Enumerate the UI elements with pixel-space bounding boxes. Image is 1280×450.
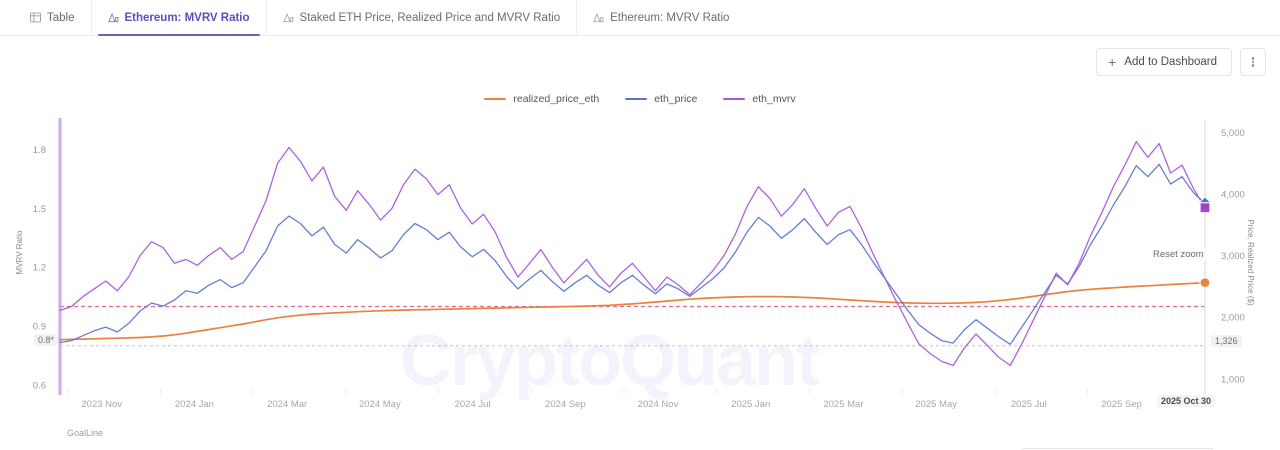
x-axis-tick-label: 2024 Jan xyxy=(175,399,214,410)
y-axis-title: MVRV Ratio xyxy=(15,230,24,274)
table-icon xyxy=(30,12,41,23)
plus-icon: + xyxy=(1108,54,1117,70)
y-axis-highlight-tick: 0.8* xyxy=(34,334,59,346)
tab-ethereum-mvrv-ratio-1[interactable]: Ethereum: MVRV Ratio xyxy=(92,0,267,36)
x-axis-highlight-tick: 2025 Oct 30 xyxy=(1157,395,1216,407)
action-bar: + Add to Dashboard xyxy=(0,36,1280,88)
tab-label: Ethereum: MVRV Ratio xyxy=(610,11,730,24)
x-axis-tick-label: 2025 Jan xyxy=(731,399,770,410)
chart-icon xyxy=(282,12,294,23)
y-axis-tick-label: 0.9 xyxy=(33,322,46,333)
legend-item-eth-price[interactable]: eth_price xyxy=(625,93,697,105)
y2-axis-tick-label: 4,000 xyxy=(1221,189,1245,200)
chart-icon xyxy=(107,12,119,23)
more-options-button[interactable] xyxy=(1240,48,1266,76)
x-axis-tick-label: 2025 Mar xyxy=(823,399,863,410)
chart-legend: realized_price_eth eth_price eth_mvrv xyxy=(0,88,1280,110)
chart-area[interactable]: CryptoQuant 0.6 0.9 1.2 1.5 1.8 1,000 2,000 3,0… xyxy=(0,110,1280,450)
mvrv-ratio-chart[interactable]: 0.6 0.9 1.2 1.5 1.8 1,000 2,000 3,000 4,000 5,000… xyxy=(0,110,1280,440)
series-line-realized_price_eth xyxy=(59,281,1206,341)
y2-axis-highlight-tick: 1,326 xyxy=(1211,335,1242,347)
y-axis-tick-label: 1.2 xyxy=(33,263,46,274)
series-line-eth_price xyxy=(59,163,1206,345)
x-axis-tick-label: 2025 May xyxy=(915,399,957,410)
end-marker-eth-mvrv xyxy=(1199,202,1211,214)
chart-tooltip: 2025 Oct 30 UTC realized_price_eth 2,560… xyxy=(1022,448,1214,450)
y2-axis-tick-label: 5,000 xyxy=(1221,128,1245,139)
tab-bar: Table Ethereum: MVRV Ratio Staked ETH Pr… xyxy=(0,0,1280,36)
series-line-eth_mvrv xyxy=(59,140,1206,367)
tab-label: Ethereum: MVRV Ratio xyxy=(124,11,250,24)
y2-axis-tick-label: 3,000 xyxy=(1221,251,1245,262)
reset-zoom-button[interactable]: Reset zoom xyxy=(1148,248,1209,261)
legend-swatch xyxy=(484,98,507,100)
y-axis-tick-label: 0.6 xyxy=(33,381,46,392)
y-axis-tick-label: 1.8 xyxy=(33,145,46,156)
tab-label: Table xyxy=(47,11,75,24)
y2-axis-tick-label: 2,000 xyxy=(1221,313,1245,324)
legend-item-realized-price-eth[interactable]: realized_price_eth xyxy=(484,93,599,105)
chart-icon xyxy=(593,12,604,23)
tab-table[interactable]: Table xyxy=(14,0,92,35)
x-axis-tick-label: 2023 Nov xyxy=(81,399,122,410)
x-axis-tick-label: 2024 May xyxy=(359,399,401,410)
tab-staked-eth-price[interactable]: Staked ETH Price, Realized Price and MVR… xyxy=(267,0,578,35)
tab-ethereum-mvrv-ratio-2[interactable]: Ethereum: MVRV Ratio xyxy=(577,0,745,35)
y-axis-tick-label: 1.5 xyxy=(33,204,46,215)
legend-label: realized_price_eth xyxy=(513,93,600,105)
x-axis-tick-label: 2025 Jul xyxy=(1011,399,1047,410)
goal-line-label: GoalLine xyxy=(67,428,104,438)
legend-label: eth_price xyxy=(654,93,698,105)
x-axis-tick-label: 2024 Jul xyxy=(455,399,491,410)
y2-axis-tick-label: 1,000 xyxy=(1221,374,1245,385)
add-to-dashboard-label: Add to Dashboard xyxy=(1124,56,1217,68)
legend-swatch xyxy=(723,98,746,100)
kebab-icon xyxy=(1251,56,1255,68)
end-marker-realized-price-eth xyxy=(1199,277,1211,289)
x-axis-tick-label: 2024 Nov xyxy=(638,399,679,410)
x-axis-tick-label: 2025 Sep xyxy=(1101,399,1142,410)
legend-item-eth-mvrv[interactable]: eth_mvrv xyxy=(723,93,796,105)
tab-label: Staked ETH Price, Realized Price and MVR… xyxy=(299,11,561,24)
legend-swatch xyxy=(625,98,648,100)
x-axis-tick-label: 2024 Sep xyxy=(545,399,586,410)
add-to-dashboard-button[interactable]: + Add to Dashboard xyxy=(1096,48,1232,76)
y2-axis-title: Price, Realized Price ($) xyxy=(1246,219,1255,306)
x-axis-tick-label: 2024 Mar xyxy=(267,399,307,410)
legend-label: eth_mvrv xyxy=(752,93,796,105)
